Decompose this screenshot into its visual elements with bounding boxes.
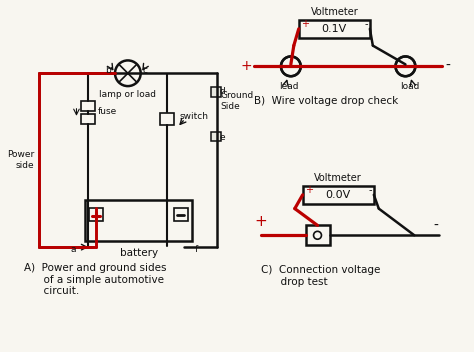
Text: lead: lead	[279, 82, 299, 90]
Text: A)  Power and ground sides
      of a simple automotive
      circuit.: A) Power and ground sides of a simple au…	[24, 263, 167, 296]
Text: Ground
Side: Ground Side	[221, 91, 254, 111]
Text: +: +	[301, 19, 309, 29]
Text: +: +	[241, 59, 252, 73]
Text: fuse: fuse	[98, 107, 118, 116]
Text: f: f	[195, 245, 198, 253]
Text: -: -	[365, 19, 368, 29]
Text: load: load	[400, 82, 419, 90]
Bar	[82, 101, 95, 111]
Bar	[160, 113, 174, 125]
Bar	[306, 225, 330, 245]
Text: Voltmeter: Voltmeter	[310, 7, 358, 17]
Bar	[174, 208, 188, 221]
Bar	[303, 186, 374, 204]
Text: C)  Connection voltage
      drop test: C) Connection voltage drop test	[261, 265, 381, 287]
Text: +: +	[255, 214, 268, 229]
Text: -: -	[446, 59, 450, 73]
Text: d: d	[220, 87, 226, 95]
Text: Voltmeter: Voltmeter	[314, 173, 362, 183]
Text: -: -	[368, 185, 372, 195]
Text: Power
side: Power side	[7, 151, 34, 170]
Text: e: e	[220, 133, 225, 142]
Text: battery: battery	[119, 248, 158, 258]
Bar	[211, 132, 221, 142]
Text: a: a	[71, 245, 76, 253]
Bar	[89, 208, 103, 221]
Bar	[82, 114, 95, 124]
Text: -: -	[434, 218, 438, 232]
Bar	[211, 87, 221, 97]
Text: b: b	[105, 66, 111, 75]
Bar	[299, 20, 370, 38]
Text: switch: switch	[179, 112, 208, 121]
Bar	[85, 200, 192, 241]
Text: c: c	[143, 66, 148, 75]
Text: +: +	[305, 185, 313, 195]
Text: B)  Wire voltage drop check: B) Wire voltage drop check	[254, 96, 399, 106]
Text: 0.0V: 0.0V	[326, 190, 351, 200]
Text: 0.1V: 0.1V	[322, 24, 347, 34]
Text: lamp or load: lamp or load	[100, 89, 156, 99]
